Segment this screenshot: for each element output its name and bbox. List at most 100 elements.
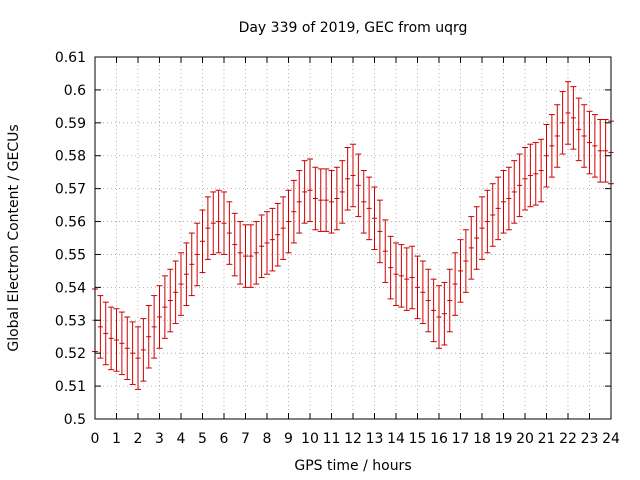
y-tick-label: 0.58 <box>55 149 86 165</box>
x-tick-label: 18 <box>473 431 491 447</box>
error-bar <box>317 168 324 232</box>
y-tick-label: 0.51 <box>55 379 86 395</box>
y-tick-label: 0.61 <box>55 50 86 66</box>
error-bar <box>183 242 190 306</box>
error-bar <box>505 166 512 231</box>
error-bar <box>204 196 211 260</box>
error-bar <box>312 166 319 231</box>
error-bar <box>135 326 141 390</box>
error-bar <box>360 170 367 234</box>
y-tick-label: 0.59 <box>55 116 86 132</box>
error-bar <box>532 142 539 206</box>
x-tick-label: 13 <box>366 431 384 447</box>
error-bar <box>548 114 555 178</box>
error-bar <box>570 86 577 150</box>
error-bar <box>199 209 206 274</box>
error-bar <box>344 147 351 211</box>
error-bar <box>301 160 308 224</box>
error-bar <box>124 316 131 381</box>
error-bar <box>194 222 201 287</box>
x-tick-label: 24 <box>602 431 620 447</box>
error-bar <box>210 191 217 255</box>
error-bar <box>597 119 604 183</box>
error-bar <box>602 119 609 183</box>
error-bar <box>382 219 389 283</box>
error-bar <box>554 104 561 168</box>
error-bar <box>538 138 545 203</box>
error-bar <box>409 245 416 310</box>
error-bar <box>425 268 432 333</box>
error-bar <box>102 301 109 366</box>
error-bar <box>178 252 184 316</box>
x-tick-label: 4 <box>177 431 186 447</box>
error-bar <box>516 153 523 218</box>
error-bar <box>419 260 426 325</box>
error-bar <box>307 158 313 223</box>
y-axis-title: Global Electron Content / GECUs <box>6 124 22 351</box>
error-bar <box>581 104 588 168</box>
error-bar <box>108 306 115 371</box>
error-bar <box>403 247 410 311</box>
error-bar <box>339 160 346 224</box>
error-bar <box>575 97 582 162</box>
error-bar <box>452 252 459 316</box>
error-bar <box>242 224 249 288</box>
error-bar <box>565 81 571 145</box>
error-bar <box>430 278 437 343</box>
x-tick-label: 20 <box>516 431 534 447</box>
x-tick-label: 23 <box>581 431 599 447</box>
error-bar <box>393 242 399 306</box>
x-tick-label: 22 <box>559 431 577 447</box>
error-bar <box>350 143 356 208</box>
x-tick-label: 8 <box>263 431 272 447</box>
error-bar <box>457 239 464 303</box>
grid-lines <box>95 57 611 419</box>
error-bar <box>269 207 276 272</box>
error-bar <box>398 244 405 308</box>
x-tick-label: 15 <box>409 431 427 447</box>
error-bar <box>215 189 222 254</box>
error-bar <box>473 206 480 270</box>
x-tick-label: 0 <box>91 431 100 447</box>
error-bar <box>446 268 453 333</box>
y-tick-label: 0.57 <box>55 182 86 198</box>
error-bar <box>290 179 297 244</box>
error-bar <box>118 311 125 376</box>
error-bar <box>511 160 518 224</box>
error-bar <box>151 295 158 359</box>
x-tick-label: 2 <box>134 431 143 447</box>
error-bar <box>113 308 120 372</box>
error-bar <box>479 196 485 260</box>
x-tick-label: 16 <box>430 431 448 447</box>
error-bar <box>237 221 244 285</box>
x-tick-label: 21 <box>538 431 556 447</box>
y-tick-label: 0.52 <box>55 346 86 362</box>
x-axis-title: GPS time / hours <box>294 458 411 474</box>
error-bar <box>522 147 528 211</box>
error-bar <box>366 176 373 241</box>
x-tick-label: 1 <box>112 431 121 447</box>
error-bar <box>140 318 147 382</box>
y-tick-label: 0.5 <box>64 412 86 428</box>
y-tick-label: 0.54 <box>55 280 86 296</box>
error-bar <box>559 91 566 155</box>
error-bar <box>129 321 136 385</box>
error-bar <box>489 183 496 247</box>
y-tick-label: 0.6 <box>64 83 86 99</box>
error-bar <box>543 123 550 188</box>
error-bar <box>462 229 469 293</box>
error-bar <box>414 255 421 320</box>
axis-ticks <box>94 56 612 420</box>
error-bar <box>221 191 227 255</box>
error-bar <box>226 201 233 265</box>
error-bar <box>274 202 281 267</box>
x-tick-label: 17 <box>452 431 470 447</box>
error-bar <box>172 260 179 325</box>
error-bar <box>97 295 104 359</box>
x-tick-label: 19 <box>495 431 513 447</box>
x-tick-label: 5 <box>198 431 207 447</box>
error-bar <box>231 212 238 277</box>
x-tick-label: 7 <box>241 431 250 447</box>
error-bar <box>188 232 195 297</box>
